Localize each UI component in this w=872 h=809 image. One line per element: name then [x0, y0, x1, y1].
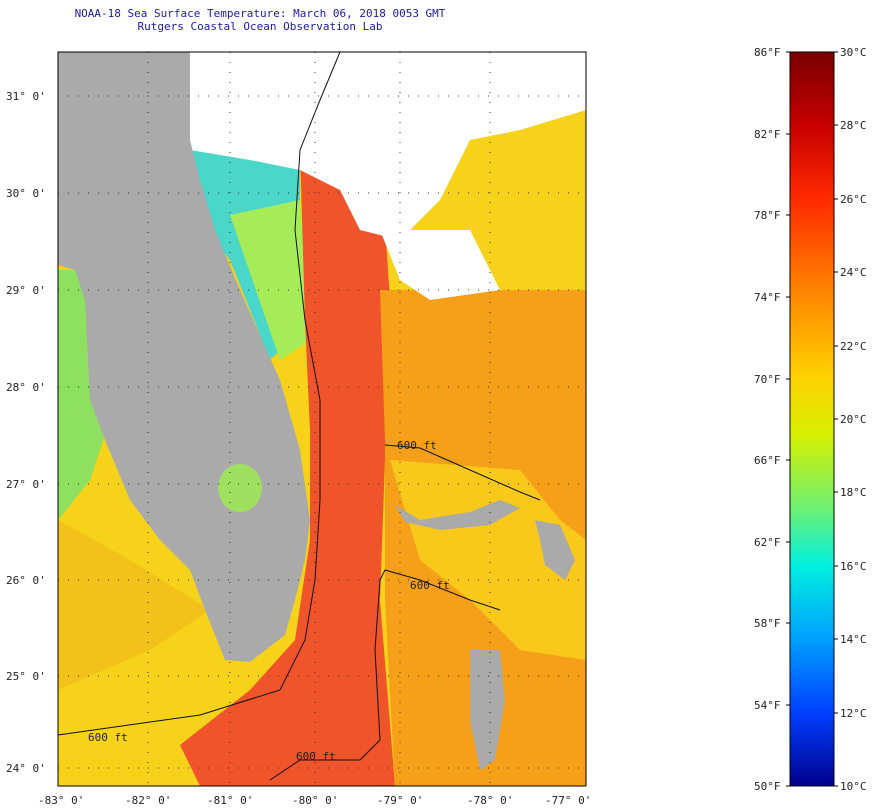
f-label: 82°F: [754, 128, 781, 141]
c-label: 28°C: [840, 119, 867, 132]
c-label: 18°C: [840, 486, 867, 499]
lon-label: -80° 0': [292, 794, 338, 807]
abaco-island: [535, 520, 575, 580]
f-label: 70°F: [754, 373, 781, 386]
c-label: 26°C: [840, 193, 867, 206]
gulf-stream: [180, 150, 395, 786]
f-label: 78°F: [754, 209, 781, 222]
lat-label: 26° 0': [6, 574, 46, 587]
lat-label: 31° 0': [6, 90, 46, 103]
bahama-bank: [390, 460, 586, 660]
c-label: 10°C: [840, 780, 867, 793]
c-label: 24°C: [840, 266, 867, 279]
isobath-florida: [57, 51, 341, 736]
lat-label: 27° 0': [6, 478, 46, 491]
lat-label: 25° 0': [6, 670, 46, 683]
c-label: 22°C: [840, 340, 867, 353]
lon-label: -79° 0': [377, 794, 423, 807]
graticule: [58, 52, 586, 786]
coastal-water: [230, 200, 310, 360]
lon-label: -78° 0': [467, 794, 513, 807]
f-label: 50°F: [754, 780, 781, 793]
temperature-colorbar: [789, 51, 835, 787]
f-label: 54°F: [754, 699, 781, 712]
c-label: 20°C: [840, 413, 867, 426]
lake-okeechobee: [218, 464, 262, 512]
f-label: 74°F: [754, 291, 781, 304]
f-label: 66°F: [754, 454, 781, 467]
c-label: 30°C: [840, 46, 867, 59]
colorbar-fahrenheit-labels: 86°F 82°F 78°F 74°F 70°F 66°F 62°F 58°F …: [754, 46, 781, 793]
latitude-axis: 31° 0' 30° 0' 29° 0' 28° 0' 27° 0' 26° 0…: [6, 90, 46, 775]
cloud-cover: [190, 52, 586, 240]
longitude-axis: -83° 0' -82° 0' -81° 0' -80° 0' -79° 0' …: [38, 794, 591, 807]
map-subtitle: Rutgers Coastal Ocean Observation Lab: [137, 20, 383, 33]
lon-label: -81° 0': [207, 794, 253, 807]
isobath-label: 600 ft: [296, 750, 336, 763]
isobath-label: 600 ft: [410, 579, 450, 592]
f-label: 62°F: [754, 536, 781, 549]
isobath-label: 600 ft: [88, 731, 128, 744]
lon-label: -83° 0': [38, 794, 84, 807]
grand-bahama: [395, 500, 520, 530]
isobaths: [57, 51, 541, 781]
lat-label: 30° 0': [6, 187, 46, 200]
cloud-patch: [380, 230, 500, 300]
andros-island: [470, 650, 505, 770]
isobath-little-bahama: [384, 444, 541, 501]
f-label: 86°F: [754, 46, 781, 59]
isobath-south: [269, 579, 381, 781]
c-label: 14°C: [840, 633, 867, 646]
lat-label: 29° 0': [6, 284, 46, 297]
map-frame: [57, 51, 587, 787]
lat-label: 28° 0': [6, 381, 46, 394]
colorbar-celsius-labels: 30°C 28°C 26°C 24°C 22°C 20°C 18°C 16°C …: [840, 46, 867, 793]
lat-label: 24° 0': [6, 762, 46, 775]
c-label: 12°C: [840, 707, 867, 720]
colorbar-ticks: [786, 51, 838, 787]
isobath-label: 600 ft: [397, 439, 437, 452]
lon-label: -82° 0': [125, 794, 171, 807]
f-label: 58°F: [754, 617, 781, 630]
c-label: 16°C: [840, 560, 867, 573]
map-title: NOAA-18 Sea Surface Temperature: March 0…: [74, 7, 446, 20]
gulf-water: [58, 520, 210, 690]
map-area: [58, 52, 586, 786]
lon-label: -77° 0': [545, 794, 591, 807]
isobath-great-bahama: [379, 569, 501, 611]
